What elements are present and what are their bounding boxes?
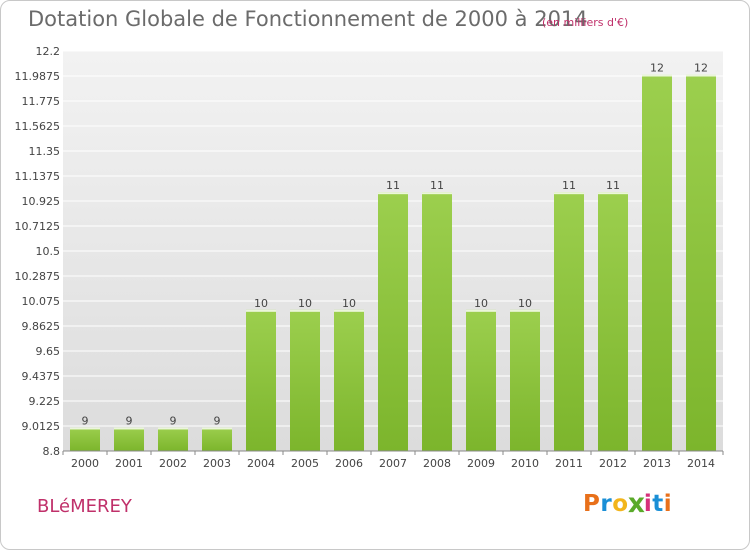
bar-top-highlight — [114, 427, 144, 430]
bar-top-highlight — [158, 427, 188, 430]
bar-top-highlight — [290, 309, 320, 312]
bar-value-label: 10 — [474, 297, 488, 310]
x-tick-label: 2003 — [203, 457, 231, 470]
bar-value-label: 11 — [562, 179, 576, 192]
bar-value-label: 11 — [606, 179, 620, 192]
x-tick-label: 2013 — [643, 457, 671, 470]
bar-value-label: 10 — [342, 297, 356, 310]
x-tick-label: 2014 — [687, 457, 715, 470]
bar-top-highlight — [246, 309, 276, 312]
bar-top-highlight — [422, 192, 452, 195]
x-tick-label: 2011 — [555, 457, 583, 470]
logo-letter: i — [663, 491, 673, 517]
bar — [378, 192, 408, 452]
logo-letter: o — [612, 491, 629, 517]
y-tick-label: 10.7125 — [15, 220, 61, 233]
x-tick-label: 2012 — [599, 457, 627, 470]
x-tick-label: 2001 — [115, 457, 143, 470]
bar — [466, 309, 496, 451]
bar — [554, 192, 584, 452]
y-tick-label: 11.9875 — [15, 70, 61, 83]
chart-subtitle: (en milliers d'€) — [542, 16, 629, 29]
y-tick-label: 10.925 — [22, 195, 61, 208]
x-tick-label: 2009 — [467, 457, 495, 470]
bar-value-label: 10 — [254, 297, 268, 310]
y-tick-label: 10.075 — [22, 295, 61, 308]
logo-letter: t — [652, 491, 664, 517]
x-tick-label: 2006 — [335, 457, 363, 470]
bar — [114, 427, 144, 451]
bar-top-highlight — [510, 309, 540, 312]
bar-top-highlight — [334, 309, 364, 312]
bar-top-highlight — [70, 427, 100, 430]
bar-top-highlight — [642, 74, 672, 77]
logo-letter: P — [583, 491, 601, 517]
bar-top-highlight — [554, 192, 584, 195]
bar — [510, 309, 540, 451]
y-tick-label: 8.8 — [43, 445, 61, 458]
bar — [334, 309, 364, 451]
bar-top-highlight — [466, 309, 496, 312]
y-tick-label: 9.4375 — [22, 370, 61, 383]
bar — [246, 309, 276, 451]
bar-value-label: 9 — [82, 414, 89, 427]
y-tick-label: 9.65 — [36, 345, 61, 358]
logo-letter: x — [627, 489, 646, 519]
bar — [642, 74, 672, 451]
y-tick-label: 11.775 — [22, 95, 61, 108]
y-tick-label: 10.5 — [36, 245, 61, 258]
x-tick-label: 2007 — [379, 457, 407, 470]
bar — [422, 192, 452, 452]
y-tick-label: 11.1375 — [15, 170, 61, 183]
bar-value-label: 11 — [430, 179, 444, 192]
bar-value-label: 9 — [170, 414, 177, 427]
bar-top-highlight — [202, 427, 232, 430]
y-tick-label: 9.0125 — [22, 420, 61, 433]
bar-top-highlight — [598, 192, 628, 195]
bar-value-label: 10 — [298, 297, 312, 310]
bar-value-label: 9 — [126, 414, 133, 427]
place-name: BLéMEREY — [37, 496, 132, 517]
x-tick-label: 2008 — [423, 457, 451, 470]
bar — [290, 309, 320, 451]
bar-value-label: 10 — [518, 297, 532, 310]
x-tick-label: 2002 — [159, 457, 187, 470]
y-tick-label: 11.5625 — [15, 120, 61, 133]
logo-letter: r — [600, 491, 613, 517]
bar-value-label: 11 — [386, 179, 400, 192]
bar-top-highlight — [686, 74, 716, 77]
bar-value-label: 12 — [694, 62, 708, 75]
x-tick-label: 2005 — [291, 457, 319, 470]
bar — [158, 427, 188, 451]
bar-value-label: 12 — [650, 62, 664, 75]
y-tick-label: 9.225 — [29, 395, 61, 408]
y-tick-label: 11.35 — [29, 145, 61, 158]
bar-top-highlight — [378, 192, 408, 195]
x-tick-label: 2000 — [71, 457, 99, 470]
y-tick-label: 12.2 — [36, 45, 61, 58]
bar — [686, 74, 716, 451]
bar — [202, 427, 232, 451]
bar — [598, 192, 628, 452]
logo-letter: i — [643, 491, 653, 517]
proxiti-logo: Proxiti — [583, 489, 673, 519]
x-tick-label: 2010 — [511, 457, 539, 470]
y-tick-label: 9.8625 — [22, 320, 61, 333]
y-tick-label: 10.2875 — [15, 270, 61, 283]
chart-title: Dotation Globale de Fonctionnement de 20… — [28, 7, 588, 31]
bar-value-label: 9 — [214, 414, 221, 427]
x-tick-label: 2004 — [247, 457, 275, 470]
bar — [70, 427, 100, 451]
